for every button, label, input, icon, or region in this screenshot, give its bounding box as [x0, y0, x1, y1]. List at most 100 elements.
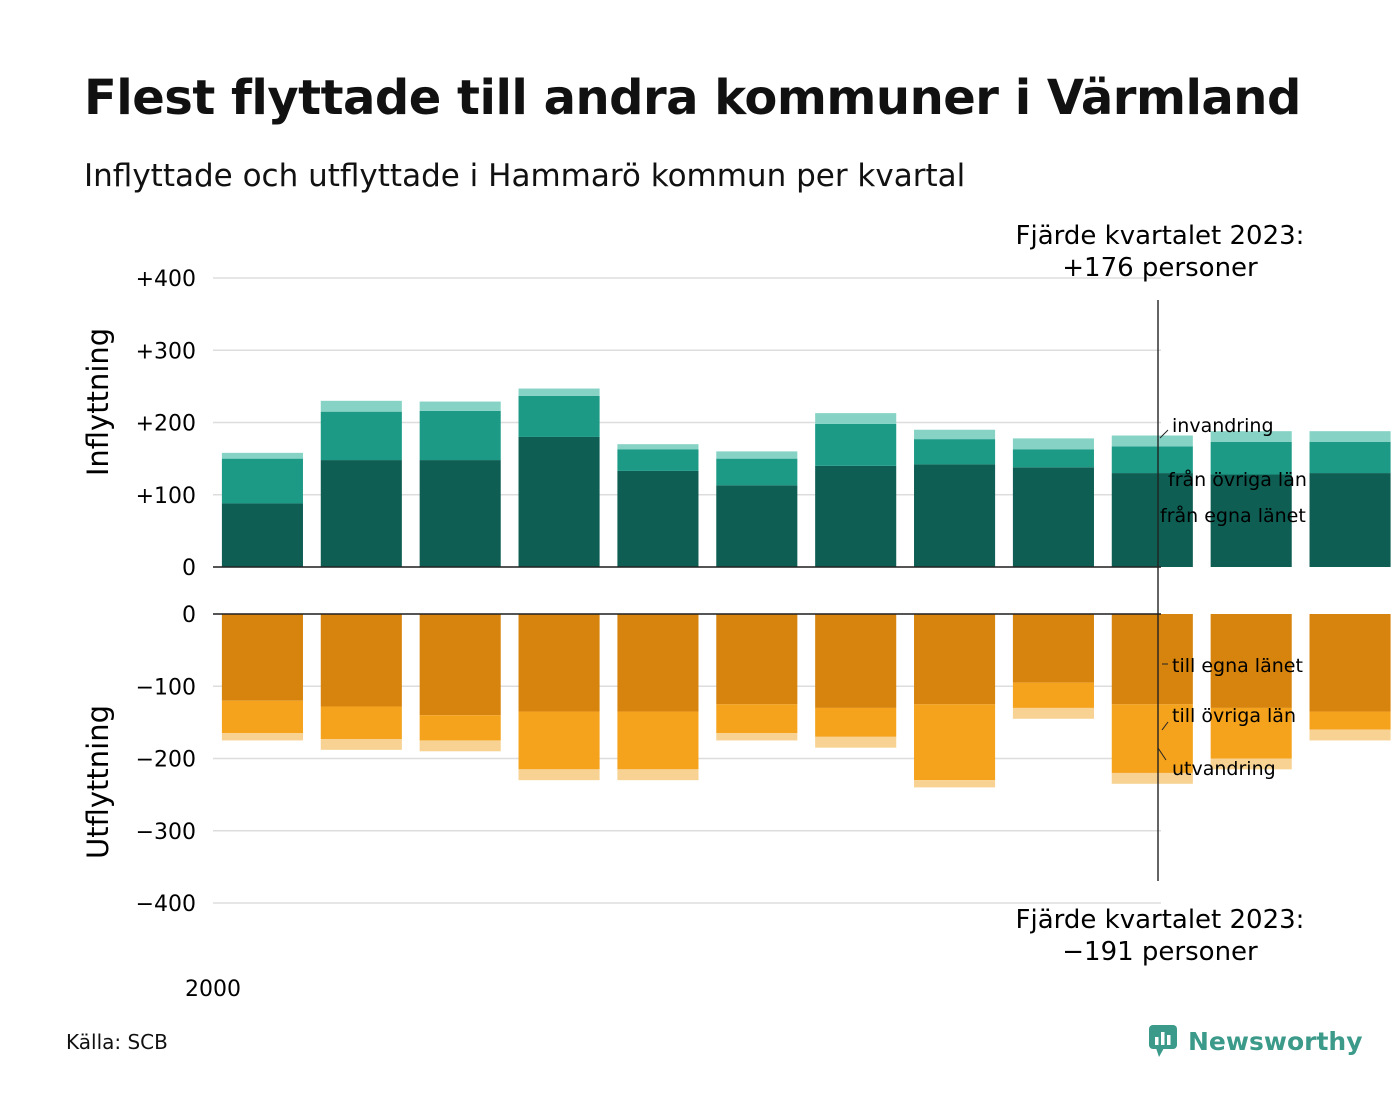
bar-inflyttning	[1111, 473, 1193, 567]
series-labels-utflyttning: till egna länet till övriga län utvandri…	[1157, 655, 1303, 780]
series-label-till-ovriga-lan: till övriga län	[1172, 705, 1296, 727]
bar-inflyttning	[914, 439, 996, 465]
y-tick-label: −100	[136, 675, 196, 700]
bar-utflyttning	[1309, 711, 1391, 730]
bar-inflyttning	[1309, 473, 1391, 567]
y-tick-label: −300	[136, 820, 196, 845]
bar-inflyttning	[419, 460, 501, 567]
bar-utflyttning	[221, 614, 303, 701]
bar-inflyttning	[1309, 431, 1391, 443]
bar-inflyttning	[815, 465, 897, 567]
bar-utflyttning	[518, 711, 600, 770]
bar-utflyttning	[1111, 614, 1193, 705]
y-tick-label: +400	[136, 267, 196, 292]
bar-inflyttning	[419, 401, 501, 411]
bar-utflyttning	[1012, 707, 1094, 719]
bar-utflyttning	[320, 738, 402, 750]
bar-inflyttning	[1210, 442, 1292, 475]
label-leader	[1159, 429, 1169, 439]
bar-utflyttning	[221, 700, 303, 734]
bar-inflyttning	[716, 451, 798, 459]
bar-utflyttning	[419, 715, 501, 741]
bar-inflyttning	[518, 388, 600, 396]
chart-subtitle: Inflyttade och utflyttade i Hammarö komm…	[84, 158, 966, 194]
bar-inflyttning	[419, 410, 501, 461]
label-leader	[1161, 721, 1169, 731]
bar-inflyttning	[1210, 474, 1292, 567]
y-tick-label: +100	[136, 484, 196, 509]
y-tick-label: 0	[182, 603, 196, 628]
x-tick-labels: 200020102020	[185, 977, 241, 1002]
bar-utflyttning	[716, 733, 798, 741]
bar-inflyttning	[716, 458, 798, 486]
bar-utflyttning	[518, 769, 600, 781]
newsworthy-logo-text: Newsworthy	[1188, 1026, 1363, 1056]
bar-utflyttning	[617, 769, 699, 781]
bar-inflyttning	[320, 400, 402, 412]
bar-utflyttning	[617, 614, 699, 712]
bar-inflyttning	[518, 436, 600, 567]
bar-inflyttning	[716, 485, 798, 567]
bar-inflyttning	[914, 429, 996, 440]
bar-utflyttning	[1309, 614, 1391, 712]
series-label-invandring: invandring	[1172, 415, 1274, 437]
bar-inflyttning	[1012, 438, 1094, 450]
source-note: Källa: SCB	[66, 1030, 168, 1054]
bar-inflyttning	[1309, 442, 1391, 474]
bar-utflyttning	[1210, 707, 1292, 759]
bar-utflyttning	[815, 736, 897, 748]
y-tick-label: 0	[182, 556, 196, 581]
bar-utflyttning	[716, 614, 798, 705]
series-labels-inflyttning: invandring från övriga län från egna län…	[1159, 415, 1307, 527]
bar-inflyttning	[1111, 446, 1193, 474]
bar-utflyttning	[1012, 614, 1094, 683]
y-tick-label: −200	[136, 748, 196, 773]
bars-utflyttning	[221, 614, 1391, 788]
axes	[213, 566, 1161, 615]
bar-inflyttning	[518, 395, 600, 437]
bar-utflyttning	[1309, 729, 1391, 741]
annotation-bottom-line2: −191 personer	[1062, 937, 1258, 967]
bar-utflyttning	[1111, 704, 1193, 773]
y-tick-label: −400	[136, 892, 196, 917]
bar-inflyttning	[1210, 431, 1292, 443]
bars-inflyttning	[221, 388, 1391, 567]
label-leader	[1157, 747, 1167, 761]
y-axis-title-inflyttning: Inflyttning	[81, 328, 115, 476]
y-axis-title-utflyttning: Utflyttning	[81, 705, 115, 859]
chart-title: Flest flyttade till andra kommuner i Vär…	[84, 70, 1301, 126]
x-tick-label: 2000	[185, 977, 241, 1002]
annotation-bottom-line1: Fjärde kvartalet 2023:	[1016, 905, 1305, 935]
series-label-till-egna-lanet: till egna länet	[1172, 655, 1303, 677]
bar-utflyttning	[1210, 614, 1292, 708]
bar-utflyttning	[914, 704, 996, 781]
bar-utflyttning	[1012, 682, 1094, 708]
bar-utflyttning	[1111, 772, 1193, 784]
bar-inflyttning	[617, 444, 699, 450]
bar-utflyttning	[914, 614, 996, 705]
bar-inflyttning	[1012, 467, 1094, 567]
bar-inflyttning	[815, 413, 897, 424]
annotation-top-line2: +176 personer	[1062, 253, 1258, 283]
newsworthy-logo: Newsworthy	[1148, 1024, 1363, 1058]
series-label-fran-egna-lanet: från egna länet	[1160, 504, 1306, 527]
bar-utflyttning	[320, 706, 402, 739]
series-label-utvandring: utvandring	[1172, 758, 1276, 780]
newsworthy-logo-icon	[1149, 1025, 1177, 1057]
bar-utflyttning	[320, 614, 402, 707]
series-label-fran-ovriga-lan: från övriga län	[1168, 468, 1307, 491]
y-tick-label: +200	[136, 412, 196, 437]
bar-utflyttning	[914, 780, 996, 788]
bar-inflyttning	[914, 464, 996, 567]
bar-inflyttning	[617, 449, 699, 471]
bar-inflyttning	[221, 452, 303, 459]
bar-inflyttning	[617, 470, 699, 567]
bar-inflyttning	[320, 411, 402, 461]
bar-inflyttning	[1012, 449, 1094, 468]
bar-inflyttning	[221, 503, 303, 567]
y-tick-label: +300	[136, 339, 196, 364]
bar-utflyttning	[518, 614, 600, 712]
bar-utflyttning	[815, 707, 897, 737]
bar-utflyttning	[617, 711, 699, 770]
